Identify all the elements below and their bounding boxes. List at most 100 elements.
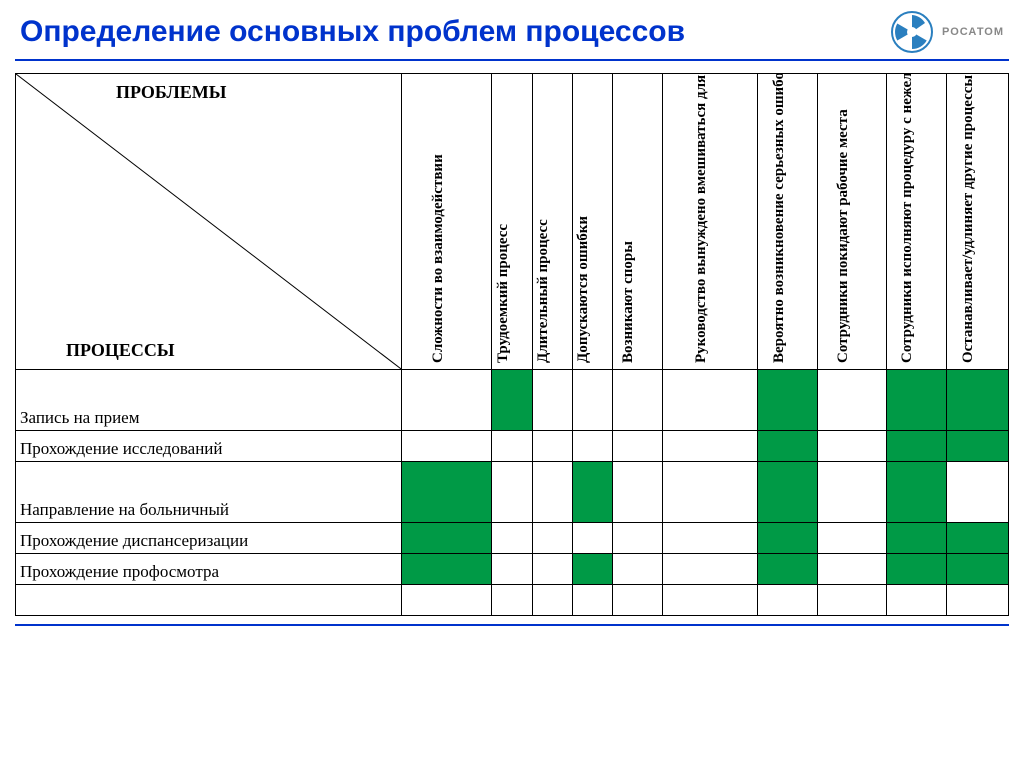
corner-top-label: ПРОБЛЕМЫ [116,82,226,103]
matrix-cell [612,585,662,616]
matrix-cell [946,523,1008,554]
matrix-cell [758,585,818,616]
matrix-cell [492,523,532,554]
col-header: Допускаются ошибки [572,74,612,370]
matrix-cell [662,431,757,462]
matrix-cell [758,462,818,523]
matrix-cell [818,585,886,616]
matrix-cell [532,370,572,431]
matrix-cell [492,431,532,462]
matrix-cell [402,462,492,523]
matrix-cell [818,370,886,431]
row-label: Направление на больничный [16,462,402,523]
matrix-cell [572,554,612,585]
page-title: Определение основных проблем процессов [20,15,685,49]
matrix-cell [572,462,612,523]
header: Определение основных проблем процессов Р… [0,0,1024,59]
col-header: Сложности во взаимодействии [402,74,492,370]
matrix-cell [402,554,492,585]
matrix-cell [492,585,532,616]
matrix-cell [532,554,572,585]
col-label: Вероятно возникновение серьезных ошибок [771,74,788,363]
corner-cell: ПРОБЛЕМЫ ПРОЦЕССЫ [16,74,402,370]
divider-bottom [15,624,1009,626]
table-row [16,585,1009,616]
col-header: Трудоемкий процесс [492,74,532,370]
col-label: Останавливает/удлиняет другие процессы [960,75,977,363]
matrix-cell [758,554,818,585]
col-header: Сотрудники исполняют процедуру с нежелан… [886,74,946,370]
col-label: Сотрудники покидают рабочие места [835,109,852,363]
table-row: Прохождение профосмотра [16,554,1009,585]
row-label: Прохождение исследований [16,431,402,462]
matrix-cell [572,431,612,462]
matrix-cell [572,523,612,554]
logo-text: РОСАТОМ [942,26,1004,38]
col-header: Руководство вынуждено вмешиваться для ус… [662,74,757,370]
matrix-cell [946,554,1008,585]
matrix-cell [612,370,662,431]
col-label: Сотрудники исполняют процедуру с нежелан… [899,74,916,363]
matrix-cell [886,370,946,431]
table-row: Запись на прием [16,370,1009,431]
matrix-cell [886,523,946,554]
corner-bottom-label: ПРОЦЕССЫ [66,340,175,361]
table-body: Запись на приемПрохождение исследованийН… [16,370,1009,616]
matrix-cell [612,554,662,585]
row-label: Прохождение диспансеризации [16,523,402,554]
matrix-cell [818,462,886,523]
matrix-cell [572,370,612,431]
matrix-table-wrap: ПРОБЛЕМЫ ПРОЦЕССЫ Сложности во взаимодей… [0,61,1024,624]
row-label: Прохождение профосмотра [16,554,402,585]
matrix-cell [886,554,946,585]
matrix-cell [886,585,946,616]
col-header: Длительный процесс [532,74,572,370]
matrix-cell [662,585,757,616]
col-header: Возникают споры [612,74,662,370]
matrix-cell [946,431,1008,462]
matrix-cell [886,431,946,462]
col-label: Возникают споры [620,241,637,363]
table-row: Прохождение диспансеризации [16,523,1009,554]
matrix-cell [818,523,886,554]
matrix-cell [612,431,662,462]
matrix-cell [572,585,612,616]
matrix-cell [532,431,572,462]
col-header: Сотрудники покидают рабочие места [818,74,886,370]
matrix-cell [818,554,886,585]
row-label: Запись на прием [16,370,402,431]
col-header: Вероятно возникновение серьезных ошибок [758,74,818,370]
matrix-cell [662,370,757,431]
matrix-cell [946,370,1008,431]
col-label: Трудоемкий процесс [495,224,512,363]
matrix-cell [492,462,532,523]
matrix-cell [402,523,492,554]
matrix-cell [946,462,1008,523]
matrix-cell [818,431,886,462]
matrix-cell [532,585,572,616]
matrix-cell [758,523,818,554]
header-row: ПРОБЛЕМЫ ПРОЦЕССЫ Сложности во взаимодей… [16,74,1009,370]
matrix-cell [492,554,532,585]
logo: РОСАТОМ [890,10,1004,54]
matrix-cell [758,370,818,431]
matrix-cell [946,585,1008,616]
matrix-cell [662,554,757,585]
matrix-cell [532,523,572,554]
col-header: Останавливает/удлиняет другие процессы [946,74,1008,370]
col-label: Руководство вынуждено вмешиваться для ус… [693,74,710,363]
matrix-cell [662,523,757,554]
matrix-cell [402,585,492,616]
matrix-cell [612,462,662,523]
table-row: Направление на больничный [16,462,1009,523]
matrix-cell [612,523,662,554]
matrix-cell [532,462,572,523]
matrix-cell [492,370,532,431]
matrix-cell [402,431,492,462]
col-label: Сложности во взаимодействии [430,154,447,363]
col-label: Длительный процесс [535,219,552,363]
matrix-cell [886,462,946,523]
col-label: Допускаются ошибки [575,216,592,363]
matrix-cell [402,370,492,431]
matrix-cell [662,462,757,523]
